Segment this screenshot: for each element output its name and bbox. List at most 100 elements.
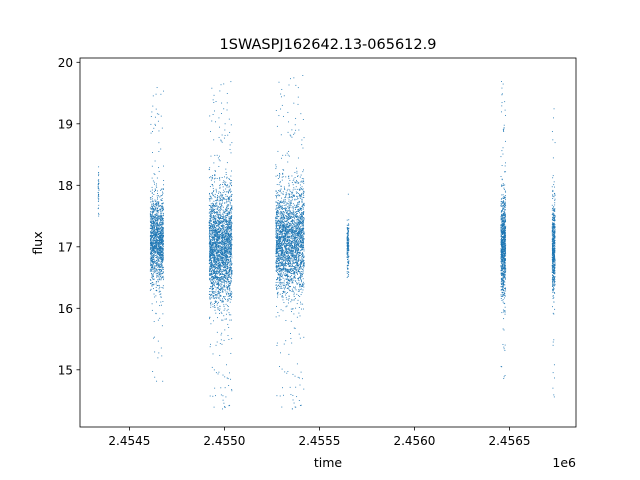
data-point — [157, 230, 159, 232]
data-point — [214, 236, 216, 237]
data-point — [161, 273, 163, 274]
data-point — [158, 227, 159, 229]
data-point — [216, 236, 218, 238]
data-point — [215, 246, 216, 248]
data-point — [149, 262, 151, 264]
data-point — [222, 257, 224, 259]
data-point — [215, 273, 217, 275]
data-point — [158, 265, 160, 267]
data-point — [151, 252, 153, 254]
data-point — [153, 259, 155, 261]
data-point — [210, 217, 212, 219]
data-point — [157, 233, 159, 235]
data-point — [153, 223, 155, 225]
data-point — [290, 196, 292, 198]
data-point — [161, 234, 163, 236]
data-point — [293, 194, 295, 196]
data-point — [303, 218, 305, 220]
data-point — [287, 232, 289, 234]
data-point — [150, 264, 152, 266]
data-point — [219, 230, 220, 232]
data-point — [289, 290, 291, 292]
data-point — [162, 380, 164, 382]
data-point — [156, 183, 157, 185]
data-point — [303, 182, 305, 184]
data-point — [296, 188, 298, 190]
data-point — [216, 240, 218, 242]
data-point — [226, 109, 228, 111]
data-point — [223, 260, 225, 262]
data-point — [157, 213, 159, 215]
data-point — [295, 179, 297, 181]
data-point — [227, 196, 229, 198]
data-point — [210, 244, 212, 246]
data-point — [230, 299, 232, 301]
data-point — [159, 256, 161, 258]
data-point — [153, 210, 154, 212]
data-point — [230, 237, 232, 239]
data-point — [294, 288, 296, 290]
data-point — [159, 245, 161, 247]
data-point — [149, 220, 151, 222]
data-point — [149, 207, 151, 209]
data-point — [228, 189, 230, 191]
data-point — [226, 256, 228, 258]
data-point — [217, 293, 219, 294]
data-point — [231, 257, 233, 259]
data-point — [220, 288, 222, 290]
data-point — [217, 222, 219, 224]
data-point — [212, 193, 213, 195]
data-point — [216, 304, 218, 306]
data-point — [280, 192, 282, 194]
data-point — [153, 251, 155, 253]
data-point — [280, 219, 282, 221]
data-point — [222, 408, 223, 410]
data-point — [209, 395, 211, 397]
data-point — [218, 220, 219, 222]
data-point — [228, 273, 230, 274]
data-point — [151, 204, 153, 205]
data-point — [221, 237, 223, 239]
data-point — [152, 152, 153, 153]
data-point — [151, 215, 153, 217]
data-point — [209, 259, 211, 261]
data-point — [285, 246, 287, 247]
data-point — [157, 229, 159, 231]
data-point — [156, 203, 157, 205]
data-point — [289, 215, 290, 217]
data-point — [285, 226, 287, 228]
data-point — [212, 266, 214, 268]
data-point — [228, 235, 230, 236]
data-point — [211, 184, 213, 185]
data-point — [276, 192, 278, 194]
data-point — [298, 266, 300, 268]
data-point — [225, 250, 227, 252]
data-point — [209, 256, 211, 258]
data-point — [219, 273, 221, 275]
data-point — [162, 287, 164, 289]
data-point — [161, 260, 163, 262]
data-point — [293, 271, 295, 272]
data-point — [153, 205, 155, 207]
data-point — [158, 195, 159, 197]
data-point — [213, 216, 215, 217]
data-point — [228, 185, 230, 187]
data-point — [209, 298, 211, 300]
data-point — [229, 248, 231, 250]
data-point — [216, 273, 218, 275]
data-point — [229, 295, 231, 296]
data-point — [159, 250, 161, 252]
data-point — [224, 251, 226, 253]
data-point — [217, 216, 219, 218]
data-point — [154, 260, 156, 262]
data-point — [223, 225, 225, 227]
data-point — [293, 247, 295, 248]
data-point — [162, 202, 164, 204]
data-point — [229, 252, 231, 254]
data-point — [210, 233, 212, 235]
data-point — [288, 199, 290, 201]
data-point — [222, 217, 224, 219]
data-point — [156, 209, 158, 211]
data-point — [221, 205, 223, 207]
data-point — [301, 201, 303, 203]
